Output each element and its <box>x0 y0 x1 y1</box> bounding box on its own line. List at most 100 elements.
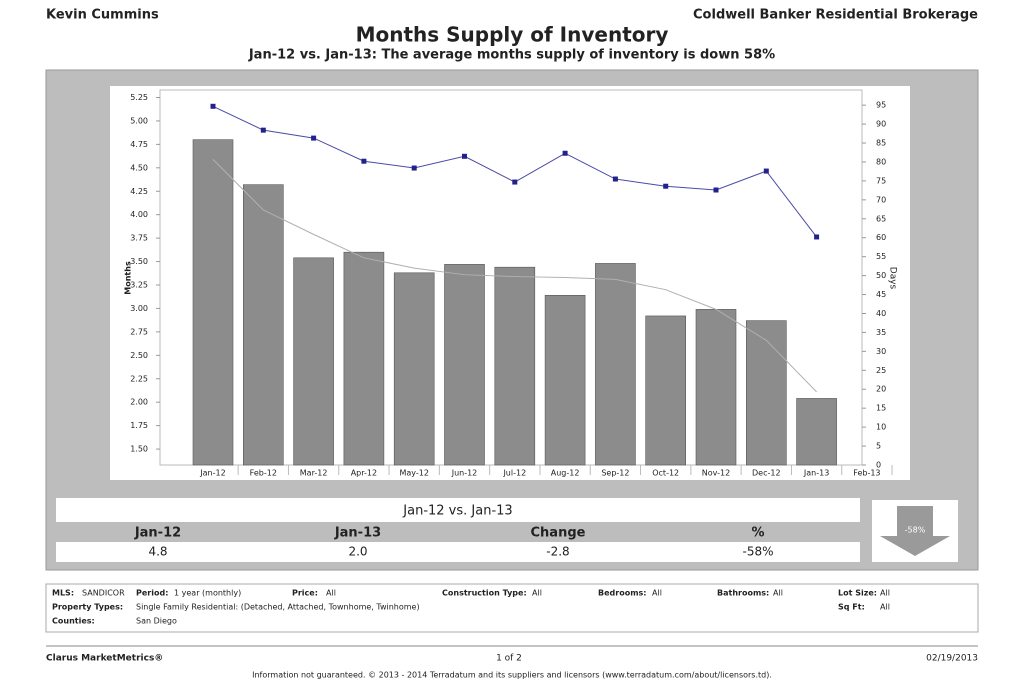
y2-tick-label: 5 <box>876 442 881 451</box>
y2-tick-label: 80 <box>876 157 886 166</box>
x-tick-label: Sep-12 <box>601 469 629 478</box>
brokerage: Coldwell Banker Residential Brokerage <box>693 8 978 23</box>
y2-tick-label: 70 <box>876 195 886 204</box>
x-tick-label: Jan-13 <box>803 469 829 478</box>
y-tick-label: 4.75 <box>130 140 148 149</box>
y-tick-label: 2.25 <box>130 374 148 383</box>
y-tick-label: 3.25 <box>130 281 148 290</box>
x-tick-label: Feb-13 <box>853 469 880 478</box>
y2-tick-label: 45 <box>876 290 886 299</box>
bar <box>343 251 385 466</box>
down-arrow <box>880 506 950 556</box>
x-tick-label: May-12 <box>399 469 428 478</box>
x-tick-label: Apr-12 <box>351 469 377 478</box>
bar <box>393 272 435 466</box>
chart-subtitle: Jan-12 vs. Jan-13: The average months su… <box>248 48 775 63</box>
detail-label: Construction Type: <box>442 589 527 598</box>
x-tick-label: Mar-12 <box>300 469 328 478</box>
x-tick-label: Nov-12 <box>702 469 730 478</box>
y-tick-label: 5.00 <box>130 116 148 125</box>
y-tick-label: 3.00 <box>130 304 148 313</box>
x-tick-label: Feb-12 <box>250 469 277 478</box>
point <box>512 179 518 185</box>
point <box>612 176 618 182</box>
summary-value: 2.0 <box>348 545 367 559</box>
point <box>814 234 820 240</box>
detail-label: Sq Ft: <box>838 603 865 612</box>
detail-value: All <box>532 589 542 598</box>
summary-header: Jan-12 <box>134 526 181 541</box>
y2-tick-label: 90 <box>876 120 886 129</box>
bar <box>293 257 334 466</box>
detail-label: MLS: <box>52 589 74 598</box>
summary-value: -58% <box>742 545 773 559</box>
detail-value: All <box>326 589 336 598</box>
detail-value: San Diego <box>136 617 177 626</box>
y2-tick-label: 15 <box>876 404 886 413</box>
bar <box>796 398 837 466</box>
y-tick-label: 2.75 <box>130 327 148 336</box>
detail-label: Period: <box>136 589 168 598</box>
point <box>763 168 769 174</box>
detail-value: SANDICOR <box>82 589 125 598</box>
summary-title-box <box>56 498 860 522</box>
y-tick-label: 3.75 <box>130 234 148 243</box>
badge: -58% <box>905 526 926 535</box>
detail-label: Counties: <box>52 617 95 626</box>
bar <box>544 295 586 466</box>
y2-tick-label: 75 <box>876 176 886 185</box>
x-tick-label: Jun-12 <box>451 469 478 478</box>
detail-value: Single Family Residential: (Detached, At… <box>136 603 420 612</box>
summary-value: 4.8 <box>148 545 167 559</box>
point <box>663 183 669 189</box>
chart-title: Months Supply of Inventory <box>356 23 669 47</box>
summary-value-box <box>56 542 860 562</box>
y2-tick-label: 35 <box>876 328 886 337</box>
x-tick-label: Dec-12 <box>752 469 781 478</box>
x-tick-label: Oct-12 <box>652 469 679 478</box>
detail-value: 1 year (monthly) <box>174 589 241 598</box>
y2-tick-label: 25 <box>876 366 886 375</box>
detail-label: Bedrooms: <box>598 589 646 598</box>
y2-tick-label: 0 <box>876 461 881 470</box>
y2-tick-label: 95 <box>876 101 886 110</box>
footer-notice: Information not guaranteed. © 2013 - 201… <box>252 671 772 680</box>
bar <box>695 309 737 466</box>
point <box>562 150 568 156</box>
bar <box>243 184 284 466</box>
x-tick-label: Jul-12 <box>502 469 526 478</box>
y2-tick-label: 30 <box>876 347 886 356</box>
detail-value: All <box>773 589 783 598</box>
detail-label: Price: <box>292 589 318 598</box>
summary-header: Jan-13 <box>334 526 381 541</box>
point <box>713 187 719 193</box>
detail-label: Lot Size: <box>838 589 877 598</box>
y2-tick-label: 40 <box>876 309 886 318</box>
footer-left: Clarus MarketMetrics® <box>46 654 163 664</box>
summary-header: % <box>751 526 764 541</box>
y-tick-label: 3.50 <box>130 257 148 266</box>
y2-label: Days <box>888 267 898 290</box>
y-tick-label: 2.00 <box>130 398 148 407</box>
detail-value: All <box>652 589 662 598</box>
footer-page: 1 of 2 <box>496 654 522 664</box>
point <box>210 103 216 109</box>
bar <box>645 315 687 466</box>
detail-value: All <box>880 603 890 612</box>
detail-label: Property Types: <box>52 603 123 612</box>
footer-date: 02/19/2013 <box>926 654 978 664</box>
summary-value: -2.8 <box>546 545 569 559</box>
y2-tick-label: 65 <box>876 214 886 223</box>
bar <box>595 263 636 466</box>
bar <box>444 264 485 466</box>
detail-value: All <box>880 589 890 598</box>
y-tick-label: 1.50 <box>130 445 148 454</box>
y2-tick-label: 55 <box>876 252 886 261</box>
bar <box>494 266 536 466</box>
bar <box>745 320 787 466</box>
details-box <box>45 583 979 633</box>
y2-tick-label: 85 <box>876 139 886 148</box>
x-tick-label: Aug-12 <box>551 469 580 478</box>
summary-title: Jan-12 vs. Jan-13 <box>402 504 512 519</box>
